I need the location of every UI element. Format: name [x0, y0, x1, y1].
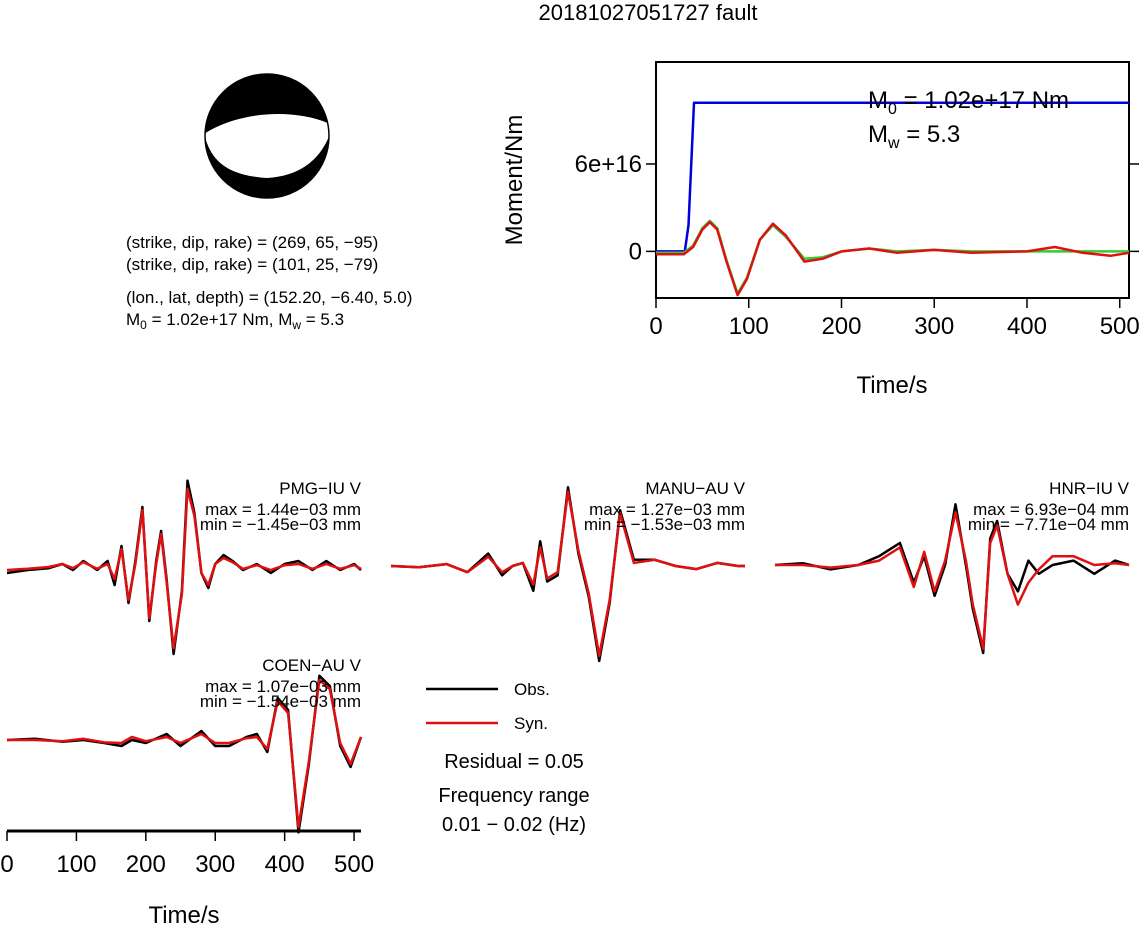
moment-mw-label: Mw = 5.3	[868, 121, 960, 152]
moment-xtick-label: 400	[1007, 313, 1047, 340]
waveform-xtick-label: 200	[126, 851, 166, 878]
moment-xtick-label: 200	[821, 313, 861, 340]
figure-title: 20181027051727 fault	[539, 0, 758, 25]
waveform-panels	[6, 479, 1130, 834]
moment-m0-label: M0 = 1.02e+17 Nm	[868, 87, 1069, 118]
waveform-pmg-syn	[6, 487, 362, 650]
beachball	[204, 73, 330, 199]
station-min-coen: min = −1.54e−03 mm	[200, 692, 361, 711]
station-name-hnr: HNR−IU V	[1049, 479, 1129, 498]
waveform-xtick-label: 300	[195, 851, 235, 878]
waveform-time-axis: 0 100 200 300 400 500	[0, 829, 374, 878]
station-name-pmg: PMG−IU V	[279, 479, 361, 498]
moment-xtick-label: 500	[1100, 313, 1140, 340]
frequency-value: 0.01 − 0.02 (Hz)	[442, 814, 586, 836]
moment-axes: 0 100 200 300 400 500 0 6e+16	[575, 151, 1140, 340]
station-max-pmg: max = 1.44e−03 mm	[205, 500, 361, 519]
moment-ytick-label: 0	[629, 238, 642, 265]
moment-xlabel: Time/s	[856, 372, 927, 399]
moment-xtick-label: 100	[729, 313, 769, 340]
moment-line-rate-green	[656, 219, 1129, 295]
waveform-xtick-label: 400	[265, 851, 305, 878]
moment-ytick-label: 6e+16	[575, 151, 642, 178]
nodal-plane-1: (strike, dip, rake) = (269, 65, −95)	[126, 233, 378, 252]
location-text: (lon., lat, depth) = (152.20, −6.40, 5.0…	[126, 288, 412, 307]
station-min-pmg: min = −1.45e−03 mm	[200, 515, 361, 534]
station-min-manu: min = −1.53e−03 mm	[584, 515, 745, 534]
moment-plot-frame	[655, 61, 1130, 299]
waveform-xtick-label: 100	[56, 851, 96, 878]
legend: Obs. Syn.	[426, 680, 550, 733]
moment-summary: M0 = 1.02e+17 Nm, Mw = 5.3	[126, 310, 344, 332]
waveform-xtick-label: 500	[334, 851, 374, 878]
station-name-coen: COEN−AU V	[262, 656, 361, 675]
station-max-hnr: max = 6.93e−04 mm	[973, 500, 1129, 519]
waveform-xlabel: Time/s	[148, 902, 219, 927]
moment-xtick-label: 300	[914, 313, 954, 340]
moment-ylabel: Moment/Nm	[501, 115, 528, 246]
legend-obs-label: Obs.	[514, 680, 550, 699]
moment-series-group	[656, 101, 1130, 297]
nodal-plane-2: (strike, dip, rake) = (101, 25, −79)	[126, 255, 378, 274]
residual-text: Residual = 0.05	[444, 751, 584, 773]
waveform-hnr-syn	[775, 510, 1130, 650]
legend-syn-label: Syn.	[514, 714, 548, 733]
waveform-xtick-label: 0	[0, 851, 13, 878]
frequency-label: Frequency range	[438, 785, 589, 807]
waveform-manu-syn	[390, 490, 745, 658]
moment-line-rate-red	[656, 220, 1130, 297]
moment-xtick-label: 0	[649, 313, 662, 340]
moment-line-moment	[656, 101, 1129, 253]
station-min-hnr: min = −7.71e−04 mm	[968, 515, 1129, 534]
station-max-manu: max = 1.27e−03 mm	[589, 500, 745, 519]
station-name-manu: MANU−AU V	[645, 479, 745, 498]
station-max-coen: max = 1.07e−03 mm	[205, 677, 361, 696]
waveform-coen-syn	[7, 678, 363, 829]
